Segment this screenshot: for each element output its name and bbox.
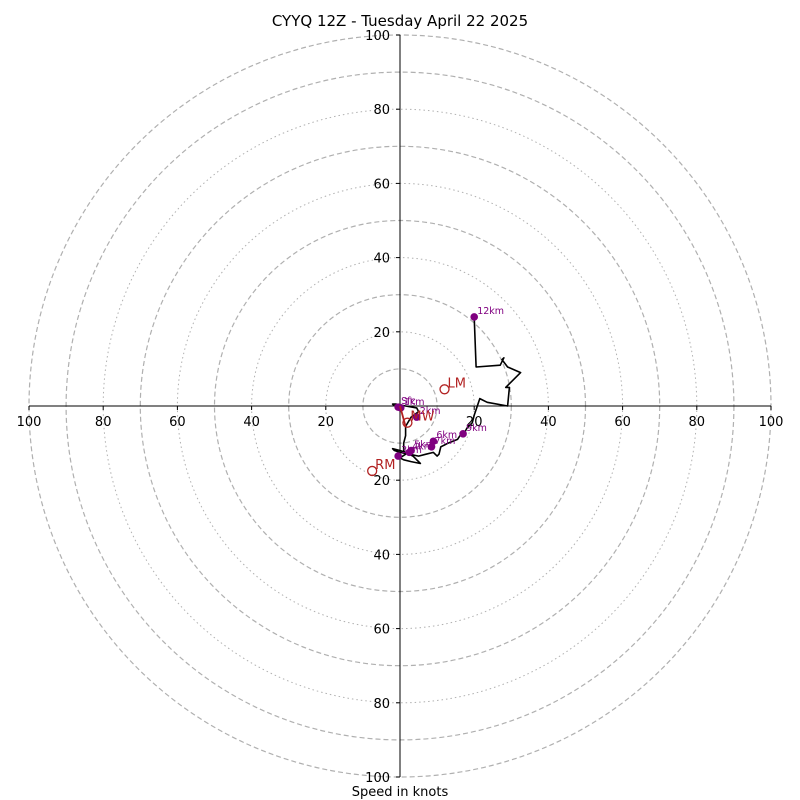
height-marker-3km bbox=[394, 452, 402, 460]
storm-marker-RM bbox=[367, 465, 378, 477]
y-tick-label: 40 bbox=[373, 252, 390, 267]
height-label-7km: 7km bbox=[435, 436, 456, 447]
hodograph-line bbox=[391, 316, 522, 465]
y-tick-label: 100 bbox=[365, 771, 390, 786]
y-tick-label: 60 bbox=[373, 177, 390, 192]
height-label-Sfc: Sfc bbox=[401, 396, 416, 407]
y-tick-label: 40 bbox=[373, 548, 390, 563]
height-label-1km: 1km bbox=[404, 397, 425, 408]
chart-title: CYYQ 12Z - Tuesday April 22 2025 bbox=[272, 12, 528, 30]
x-tick-label: 80 bbox=[95, 415, 112, 430]
tick-labels: 100 80 60 40 20 20 40 60 80 100 100 80 60 40 20 20 40 60 8… bbox=[17, 29, 784, 786]
height-label-6km: 6km bbox=[436, 430, 457, 441]
storm-motion-vector bbox=[399, 405, 407, 427]
x-tick-label: 20 bbox=[318, 415, 335, 430]
y-tick-label: 80 bbox=[373, 103, 390, 118]
height-label-9km: 9km bbox=[466, 423, 487, 434]
storm-marker-LM bbox=[439, 384, 450, 395]
storm-marker-MW bbox=[402, 417, 413, 428]
x-tick-label: 60 bbox=[614, 415, 631, 430]
x-tick-label: 100 bbox=[17, 415, 42, 430]
y-tick-label: 20 bbox=[373, 474, 390, 489]
storm-label-LM: LM bbox=[448, 376, 466, 391]
y-tick-label: 20 bbox=[373, 326, 390, 341]
y-tick-label: 100 bbox=[365, 29, 390, 44]
height-label-2km: 2km bbox=[420, 406, 441, 417]
y-tick-label: 80 bbox=[373, 697, 390, 712]
height-marker-2km bbox=[412, 413, 421, 421]
x-tick-label: 40 bbox=[243, 415, 260, 430]
x-axis-label: Speed in knots bbox=[352, 785, 449, 800]
height-marker-12km bbox=[470, 313, 479, 321]
x-tick-label: 20 bbox=[466, 415, 483, 430]
hodograph-trace bbox=[391, 316, 522, 465]
height-markers: Sfc1km2km3km4km5km6km7km9km12km bbox=[394, 306, 504, 460]
height-label-4km: 4km bbox=[412, 441, 433, 452]
height-marker-9km bbox=[459, 430, 467, 438]
x-tick-label: 100 bbox=[759, 415, 784, 430]
storm-motion-markers: LM MW RM bbox=[367, 376, 466, 477]
height-label-5km: 5km bbox=[414, 440, 435, 451]
x-tick-label: 60 bbox=[169, 415, 186, 430]
y-tick-label: 60 bbox=[373, 623, 390, 638]
x-tick-label: 80 bbox=[689, 415, 706, 430]
height-marker-7km bbox=[427, 443, 436, 451]
height-marker-5km bbox=[407, 446, 415, 455]
storm-label-MW: MW bbox=[410, 410, 434, 425]
height-label-12km: 12km bbox=[477, 306, 504, 317]
storm-label-RM: RM bbox=[375, 458, 395, 473]
x-tick-label: 40 bbox=[540, 415, 557, 430]
